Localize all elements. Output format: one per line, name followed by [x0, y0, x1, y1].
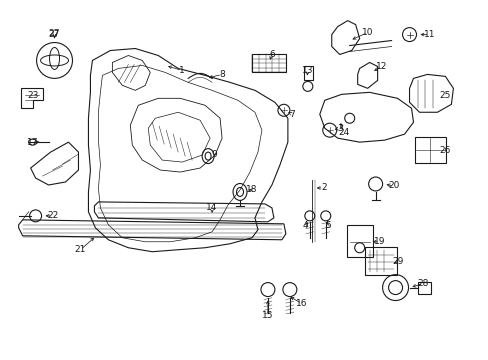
Text: 27: 27 [49, 30, 60, 39]
Text: 28: 28 [417, 279, 428, 288]
Text: 29: 29 [391, 257, 403, 266]
Text: 24: 24 [337, 128, 348, 137]
Text: 10: 10 [361, 28, 373, 37]
Text: 25: 25 [439, 91, 450, 100]
Text: 2: 2 [320, 184, 326, 193]
Text: 4: 4 [303, 221, 308, 230]
Text: 20: 20 [387, 181, 398, 190]
Text: 1: 1 [179, 66, 184, 75]
Text: 5: 5 [324, 221, 330, 230]
Text: 8: 8 [219, 70, 224, 79]
Text: 22: 22 [47, 211, 58, 220]
Text: 3: 3 [336, 124, 342, 133]
Text: 11: 11 [423, 30, 434, 39]
Text: 15: 15 [262, 311, 273, 320]
Text: 13: 13 [302, 66, 313, 75]
Text: 23: 23 [27, 91, 38, 100]
Text: 12: 12 [375, 62, 386, 71]
Text: 7: 7 [288, 110, 294, 119]
Text: 9: 9 [211, 150, 217, 159]
Text: 27: 27 [49, 29, 60, 38]
Text: 17: 17 [27, 138, 38, 147]
Text: 16: 16 [295, 299, 307, 308]
Text: 26: 26 [439, 145, 450, 154]
Text: 6: 6 [268, 50, 274, 59]
Text: 19: 19 [373, 237, 385, 246]
Text: 18: 18 [246, 185, 257, 194]
Text: 14: 14 [206, 203, 217, 212]
Text: 21: 21 [75, 245, 86, 254]
